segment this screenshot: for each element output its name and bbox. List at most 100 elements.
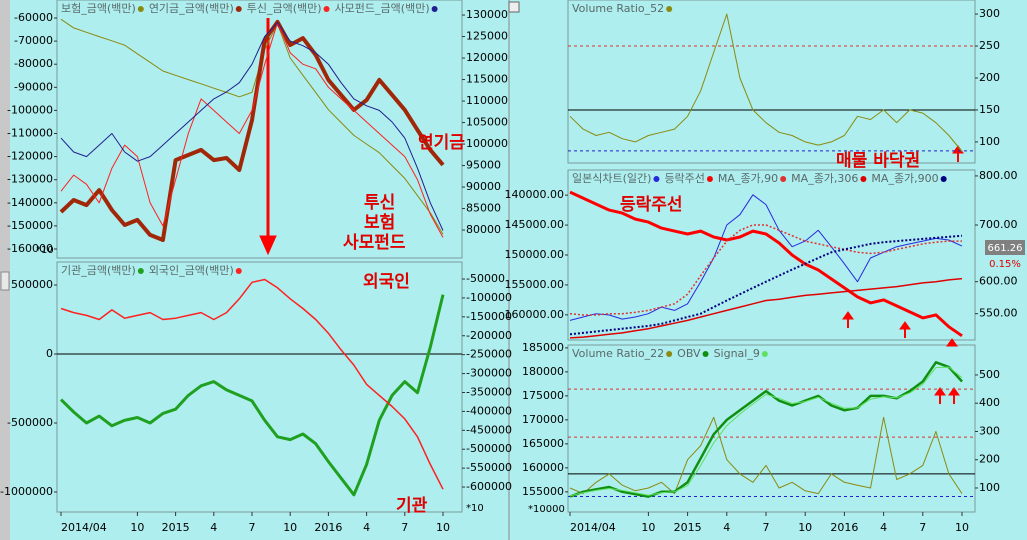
- legend-label: Volume Ratio_22: [572, 347, 664, 360]
- annotation: 661.26: [988, 243, 1023, 254]
- x-tick-label: 10: [798, 521, 812, 534]
- legend-label: MA_종가,900: [871, 172, 938, 185]
- series-line: [59, 19, 445, 242]
- y-tick-label: -100000: [7, 103, 53, 116]
- annotation: 보험: [364, 212, 395, 233]
- series-line: [60, 22, 444, 231]
- series-line: [569, 224, 962, 316]
- panel-frame: [56, 0, 463, 259]
- y2-tick-label: -250000: [466, 348, 512, 361]
- arrow-head: [259, 235, 277, 256]
- legend-marker: [666, 6, 673, 12]
- x-tick-label: 2014/04: [61, 521, 107, 534]
- x-tick-label: 2016: [314, 521, 342, 534]
- y-tick-label: -110000: [7, 127, 53, 140]
- series-line: [60, 18, 444, 235]
- price-box: [985, 240, 1025, 255]
- x-tick-label: 2016: [830, 521, 858, 534]
- y-tick-label: -120000: [7, 150, 53, 163]
- y-tick-label: -140000: [7, 196, 53, 209]
- close-button[interactable]: [508, 1, 520, 13]
- y2-tick-label: 500: [979, 368, 1000, 381]
- series-line: [569, 361, 963, 498]
- y-tick-label: -80000: [14, 57, 53, 70]
- y2-tick-label: -300000: [466, 367, 512, 380]
- legend-label: 일본식차트(일간): [572, 171, 651, 185]
- y2-tick-label: 125000: [466, 30, 508, 43]
- expand-button[interactable]: [0, 271, 10, 291]
- y2-tick-label: -50000: [466, 272, 505, 285]
- x-tick-label: 10: [283, 521, 297, 534]
- legend-label: 기관_금액(백만): [61, 264, 136, 277]
- y2-tick-label: 100: [979, 135, 1000, 148]
- y2-tick-label: 600.00: [979, 275, 1018, 288]
- y-tick-label: -130000: [7, 173, 53, 186]
- annotation: 매물 바닥권: [836, 151, 920, 171]
- arrow-head: [934, 387, 946, 396]
- y-tick-label: 500000: [11, 278, 53, 291]
- annotation: *10000: [528, 504, 565, 515]
- y2-tick-label: 100000: [466, 137, 508, 150]
- legend-label: 등락주선: [664, 172, 704, 185]
- legend-label: 투신_금액(백만): [247, 2, 322, 15]
- legend-marker: [940, 176, 947, 182]
- y2-tick-label: -200000: [466, 329, 512, 342]
- y2-tick-label: 95000: [466, 159, 501, 172]
- x-tick-label: 10: [955, 521, 969, 534]
- legend-marker: [323, 6, 330, 12]
- y2-tick-label: -450000: [466, 423, 512, 436]
- y2-tick-label: 200: [979, 453, 1000, 466]
- x-tick-label: 7: [401, 521, 408, 534]
- x-tick-label: 10: [130, 521, 144, 534]
- y-tick-label: 155000: [522, 485, 564, 498]
- x-tick-label: 4: [880, 521, 887, 534]
- y-tick-label: 140000.00: [505, 188, 565, 201]
- series-line: [60, 278, 444, 490]
- legend-marker: [702, 351, 709, 357]
- legend-marker: [666, 351, 673, 357]
- annotation: 투신: [364, 193, 395, 213]
- arrow-head: [899, 321, 911, 330]
- y-tick-label: 150000.00: [505, 248, 565, 261]
- y2-tick-label: 200: [979, 71, 1000, 84]
- y2-tick-label: 85000: [466, 202, 501, 215]
- annotation: 등락주선: [620, 195, 683, 215]
- annotation: 0.15%: [989, 259, 1021, 270]
- y-tick-label: -90000: [14, 80, 53, 93]
- x-tick-label: 2015: [162, 521, 190, 534]
- y2-tick-label: 700.00: [979, 218, 1018, 231]
- series-line: [60, 22, 444, 238]
- x-tick-label: 2015: [674, 521, 702, 534]
- series-line: [569, 13, 963, 152]
- legend-marker: [706, 176, 713, 182]
- y2-tick-label: -100000: [466, 291, 512, 304]
- x-tick-label: 7: [919, 521, 926, 534]
- y-tick-label: 175000: [522, 389, 564, 402]
- panel-frame: [56, 261, 463, 513]
- series-line: [569, 366, 963, 497]
- y2-tick-label: 115000: [466, 73, 508, 86]
- y2-tick-label: 110000: [466, 94, 508, 107]
- legend-label: MA_종가,90: [718, 172, 778, 185]
- legend-marker: [653, 176, 660, 182]
- y2-tick-label: -350000: [466, 385, 512, 398]
- x-tick-label: 10: [641, 521, 655, 534]
- y-tick-label: 170000: [522, 413, 564, 426]
- x-tick-label: 4: [723, 521, 730, 534]
- legend-label: OBV: [677, 347, 701, 360]
- side-strip: [0, 0, 10, 540]
- legend-marker: [761, 351, 768, 357]
- panel-frame: [567, 344, 976, 513]
- y-tick-label: -160000: [7, 242, 53, 255]
- y2-tick-label: 105000: [466, 116, 508, 129]
- y-tick-label: 160000.00: [505, 308, 565, 321]
- annotation: 사모펀드: [343, 233, 406, 253]
- arrow-head: [948, 387, 960, 396]
- legend-marker: [431, 6, 438, 12]
- annotation: 외국인: [363, 272, 410, 292]
- annotation: 연기금: [418, 133, 465, 153]
- y-tick-label: 160000: [522, 461, 564, 474]
- legend-marker: [235, 6, 242, 12]
